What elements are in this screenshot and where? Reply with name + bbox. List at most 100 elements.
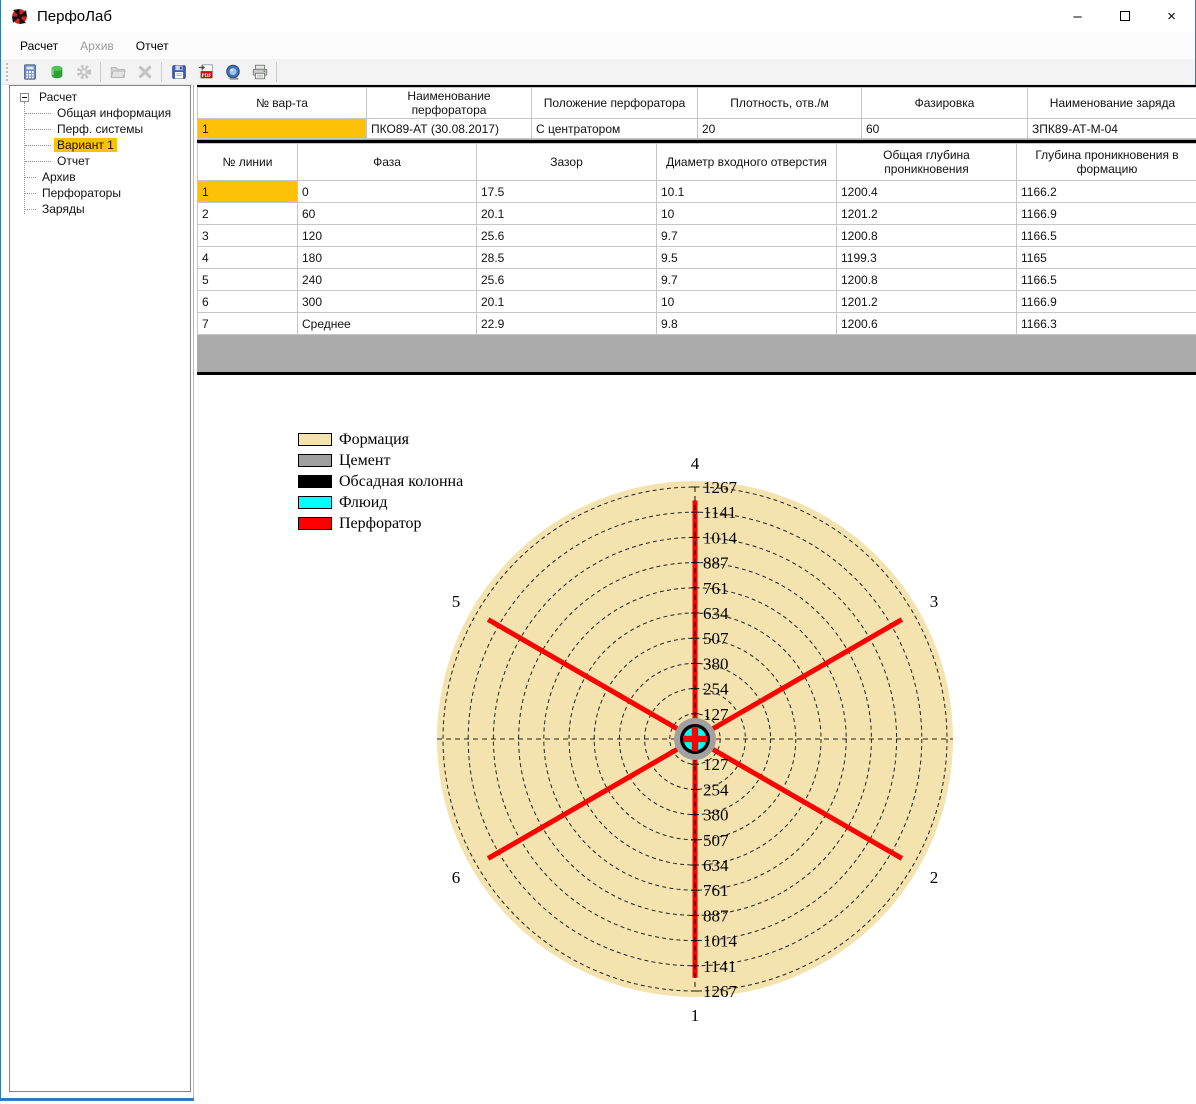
tree-connector-stub: [25, 113, 51, 114]
table-cell[interactable]: 25.6: [477, 269, 657, 291]
app-logo-icon: [11, 8, 28, 25]
maximize-icon: [1120, 11, 1130, 21]
table-cell[interactable]: 17.5: [477, 181, 657, 203]
table-cell[interactable]: 1200.8: [837, 269, 1017, 291]
table-cell[interactable]: 1200.4: [837, 181, 1017, 203]
tree-item-общая-информация[interactable]: Общая информация: [10, 105, 190, 121]
table-cell[interactable]: 9.5: [657, 247, 837, 269]
window-controls: –×: [1054, 0, 1195, 32]
print-button[interactable]: [246, 60, 273, 84]
table-cell[interactable]: 1165: [1017, 247, 1196, 269]
table-cell[interactable]: 10: [657, 291, 837, 313]
table-cell[interactable]: ПКО89-АТ (30.08.2017): [367, 119, 532, 139]
table-cell[interactable]: 3: [198, 225, 298, 247]
axis-tick-label: 887: [703, 906, 729, 925]
table-cell[interactable]: 9.7: [657, 269, 837, 291]
tree-connector-stub: [25, 145, 51, 146]
tree-item-label: Перфораторы: [39, 186, 124, 200]
table-cell[interactable]: 9.8: [657, 313, 837, 335]
table-cell[interactable]: ЗПК89-АТ-М-04: [1028, 119, 1196, 139]
tree-item-отчет[interactable]: Отчет: [10, 153, 190, 169]
axis-tick-label: 1267: [703, 478, 738, 497]
table-cell[interactable]: 20.1: [477, 291, 657, 313]
save-icon: [170, 63, 188, 81]
table-cell[interactable]: 9.7: [657, 225, 837, 247]
tree-item-перфораторы[interactable]: Перфораторы: [10, 185, 190, 201]
axis-tick-label: 380: [703, 806, 729, 825]
tree-item-перф-системы[interactable]: Перф. системы: [10, 121, 190, 137]
legend-entry: Перфоратор: [298, 513, 463, 534]
tree-item-label: Перф. системы: [54, 122, 146, 136]
table-cell[interactable]: 60: [298, 203, 477, 225]
toolbar-grip-handle[interactable]: [6, 63, 13, 81]
table-cell[interactable]: 28.5: [477, 247, 657, 269]
table-cell[interactable]: 6: [198, 291, 298, 313]
table-row: 418028.59.51199.31165: [198, 247, 1196, 269]
legend-entry: Обсадная колонна: [298, 471, 463, 492]
save-button[interactable]: [165, 60, 192, 84]
lines-table: № линииФазаЗазорДиаметр входного отверст…: [197, 140, 1196, 376]
table-cell[interactable]: 1200.8: [837, 225, 1017, 247]
table-cell[interactable]: Среднее: [298, 313, 477, 335]
table-cell[interactable]: 60: [862, 119, 1028, 139]
snapshot-button[interactable]: [219, 60, 246, 84]
column-header: Плотность, отв./м: [698, 88, 862, 119]
table-cell[interactable]: 10: [657, 203, 837, 225]
table-header-row: № линииФазаЗазорДиаметр входного отверст…: [198, 144, 1196, 181]
axis-tick-label: 634: [703, 856, 729, 875]
minimize-button[interactable]: –: [1054, 0, 1101, 32]
export-pdf-button[interactable]: PDF: [192, 60, 219, 84]
toolbar-separator: [100, 62, 101, 82]
table-cell[interactable]: 300: [298, 291, 477, 313]
database-icon: [48, 63, 66, 81]
axis-tick-label: 1267: [703, 982, 738, 1001]
table-cell[interactable]: 1166.5: [1017, 225, 1196, 247]
tree-item-вариант-1[interactable]: Вариант 1: [10, 137, 190, 153]
expander-minus-icon[interactable]: [20, 93, 29, 102]
selected-cell[interactable]: 1: [198, 119, 367, 139]
table-cell[interactable]: 1166.9: [1017, 291, 1196, 313]
close-button[interactable]: ×: [1148, 0, 1195, 32]
table-cell[interactable]: 22.9: [477, 313, 657, 335]
tree-connector-stub: [25, 161, 51, 162]
tree-item-расчет[interactable]: Расчет: [10, 89, 190, 105]
table-cell[interactable]: 25.6: [477, 225, 657, 247]
legend-swatch: [298, 454, 332, 467]
tree-item-label: Расчет: [36, 90, 80, 104]
table-cell[interactable]: 1166.5: [1017, 269, 1196, 291]
table-cell[interactable]: 1201.2: [837, 203, 1017, 225]
tree-item-заряды[interactable]: Заряды: [10, 201, 190, 217]
selected-cell[interactable]: 1: [198, 181, 298, 203]
table-cell[interactable]: 4: [198, 247, 298, 269]
table-cell[interactable]: С центратором: [532, 119, 698, 139]
legend-label: Перфоратор: [339, 515, 422, 533]
table-cell[interactable]: 2: [198, 203, 298, 225]
table-cell[interactable]: 240: [298, 269, 477, 291]
table-row: 1017.510.11200.41166.2: [198, 181, 1196, 203]
table-cell[interactable]: 1166.2: [1017, 181, 1196, 203]
table-cell[interactable]: 20: [698, 119, 862, 139]
table-row: 26020.1101201.21166.9: [198, 203, 1196, 225]
table-cell[interactable]: 5: [198, 269, 298, 291]
menu-item[interactable]: Отчет: [125, 35, 180, 57]
calculator-button[interactable]: [16, 60, 43, 84]
table-cell[interactable]: 0: [298, 181, 477, 203]
table-cell[interactable]: 120: [298, 225, 477, 247]
table-cell[interactable]: 1166.9: [1017, 203, 1196, 225]
table-cell[interactable]: 180: [298, 247, 477, 269]
table-cell[interactable]: 20.1: [477, 203, 657, 225]
window-title: ПерфоЛаб: [37, 8, 112, 25]
table-cell[interactable]: 1166.3: [1017, 313, 1196, 335]
open-folder-button: [104, 60, 131, 84]
tree-item-архив[interactable]: Архив: [10, 169, 190, 185]
axis-tick-label: 254: [703, 680, 729, 699]
database-button[interactable]: [43, 60, 70, 84]
maximize-button[interactable]: [1101, 0, 1148, 32]
table-cell[interactable]: 10.1: [657, 181, 837, 203]
table-cell[interactable]: 1199.3: [837, 247, 1017, 269]
table-cell[interactable]: 7: [198, 313, 298, 335]
table-cell[interactable]: 1201.2: [837, 291, 1017, 313]
menu-item[interactable]: Расчет: [9, 35, 69, 57]
table-cell[interactable]: 1200.6: [837, 313, 1017, 335]
main-content: № вар-таНаименование перфоратораПоложени…: [193, 85, 1195, 1098]
